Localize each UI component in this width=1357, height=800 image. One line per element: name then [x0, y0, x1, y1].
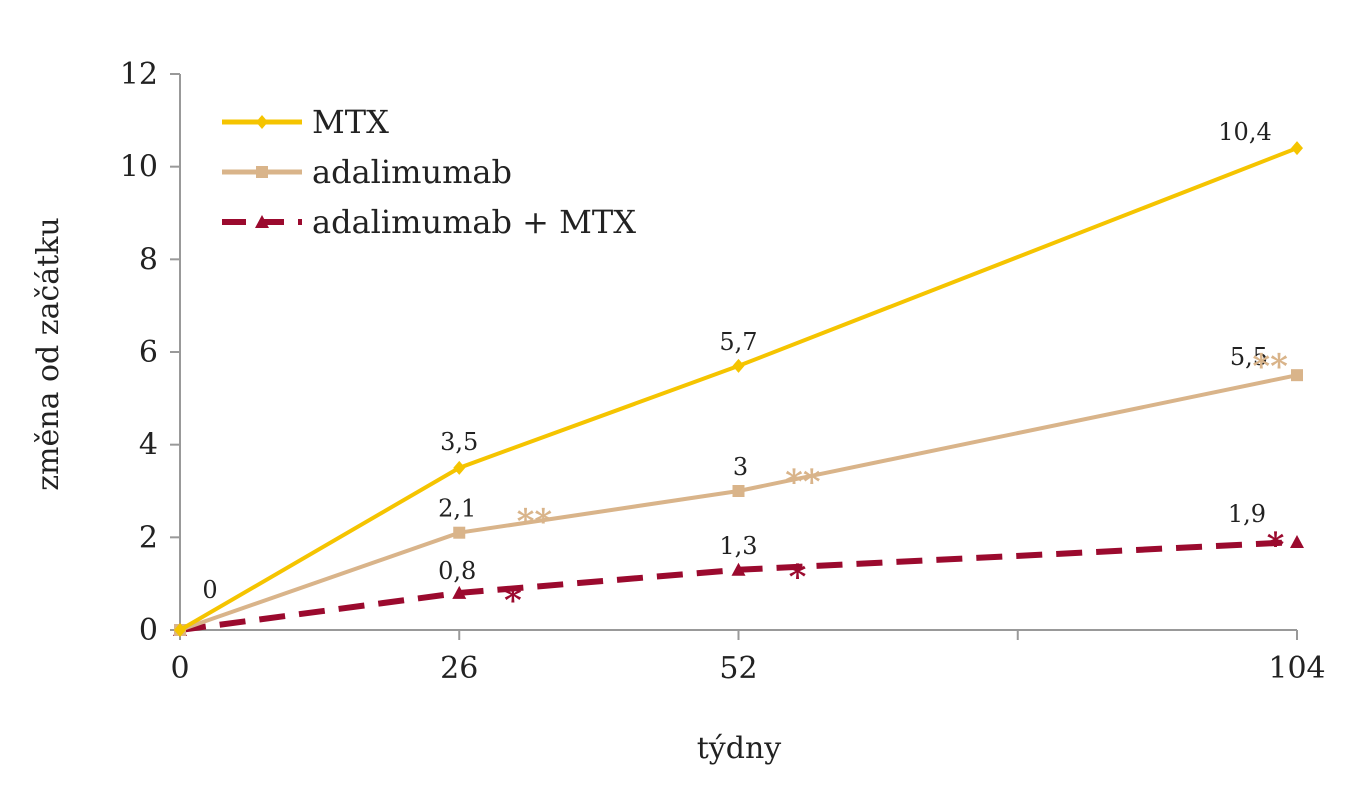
y-tick-label: 2 — [139, 520, 158, 555]
data-point-marker — [732, 358, 745, 373]
data-label: 0 — [202, 576, 217, 604]
y-tick-label: 6 — [139, 335, 158, 370]
data-label: 0,8 — [438, 557, 476, 585]
legend-label: MTX — [312, 103, 389, 141]
significance-marker: ** — [785, 463, 821, 503]
y-axis-title: změna od začátku — [31, 217, 66, 491]
x-tick-label: 52 — [719, 651, 757, 686]
data-point-marker — [1291, 141, 1303, 156]
y-tick-label: 0 — [139, 613, 158, 648]
data-label: 3 — [733, 453, 748, 481]
data-label: 3,5 — [440, 428, 478, 456]
series-line-mtx — [178, 146, 1298, 632]
legend-label: adalimumab — [312, 153, 512, 191]
data-label: 10,4 — [1218, 118, 1271, 146]
legend-swatch-marker — [255, 215, 269, 228]
data-point-marker — [453, 460, 466, 475]
significance-marker: ** — [517, 502, 553, 542]
data-label: 1,9 — [1228, 500, 1266, 528]
y-tick-label: 8 — [139, 242, 158, 277]
significance-marker: * — [1267, 525, 1285, 565]
significance-marker: * — [789, 558, 807, 598]
x-tick-label: 104 — [1268, 651, 1325, 686]
data-point-marker — [731, 562, 746, 576]
data-point-marker — [453, 526, 466, 539]
significance-marker: * — [504, 581, 522, 621]
data-point-marker — [732, 485, 745, 497]
x-tick-label: 26 — [440, 651, 478, 686]
legend-swatch-marker — [256, 115, 268, 129]
significance-marker: ** — [1252, 347, 1288, 387]
data-point-marker — [1291, 369, 1303, 382]
data-label: 2,1 — [438, 495, 476, 523]
legend-label: adalimumab + MTX — [312, 203, 636, 241]
data-point-marker — [452, 585, 467, 599]
y-tick-label: 10 — [120, 150, 158, 185]
y-tick-label: 12 — [120, 57, 158, 92]
data-point-marker — [1290, 534, 1304, 548]
x-axis-title: týdny — [697, 731, 782, 766]
y-tick-label: 4 — [139, 428, 158, 463]
series-line-adalimumab-mtx — [179, 538, 1298, 633]
data-label: 5,5 — [1230, 343, 1268, 371]
data-point-marker — [174, 623, 186, 637]
legend-swatch-marker — [256, 166, 268, 178]
data-label: 5,7 — [719, 328, 757, 356]
x-tick-label: 0 — [170, 651, 189, 686]
series-line-adalimumab — [179, 373, 1298, 632]
data-label: 1,3 — [719, 532, 757, 560]
